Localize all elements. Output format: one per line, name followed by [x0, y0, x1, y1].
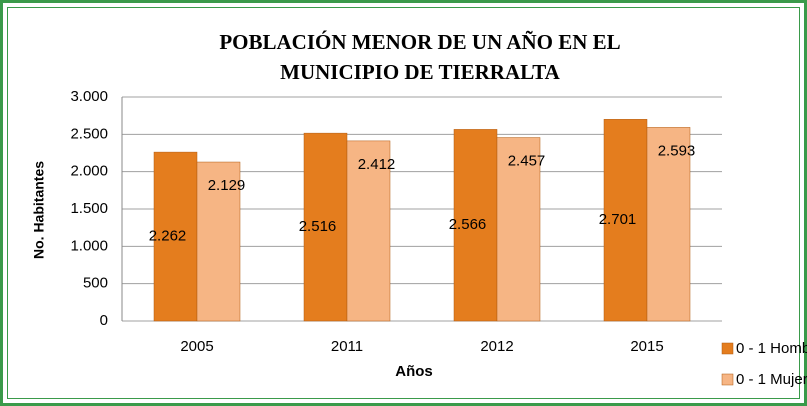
value-label: 2.701 — [599, 211, 637, 228]
x-axis-label: Años — [395, 363, 433, 380]
inner-frame — [7, 7, 800, 399]
bar — [453, 129, 498, 322]
y-tick-label: 2.000 — [70, 163, 108, 180]
y-tick-label: 500 — [83, 275, 108, 292]
x-tick-label: 2005 — [180, 338, 213, 355]
value-label: 2.129 — [208, 177, 246, 194]
chart-title: POBLACIÓN MENOR DE UN AÑO EN EL — [219, 30, 620, 54]
value-label: 2.457 — [508, 153, 546, 170]
bar — [346, 140, 391, 322]
y-tick-label: 1.000 — [70, 237, 108, 254]
value-label: 2.593 — [658, 142, 696, 159]
value-label: 2.566 — [449, 216, 487, 233]
bar — [646, 127, 691, 322]
chart-title: MUNICIPIO DE TIERRALTA — [280, 60, 560, 84]
x-tick-label: 2011 — [331, 338, 363, 355]
bar — [196, 161, 241, 322]
x-tick-label: 2015 — [630, 338, 663, 355]
bar — [603, 119, 648, 322]
legend-label: 0 - 1 Mujer — [736, 371, 807, 388]
y-axis-label: No. Habitantes — [31, 161, 47, 259]
x-tick-label: 2012 — [480, 338, 513, 355]
y-tick-label: 3.000 — [70, 88, 108, 105]
legend-swatch — [721, 342, 734, 355]
y-tick-label: 0 — [100, 312, 108, 329]
y-tick-label: 2.500 — [70, 125, 108, 142]
legend-label: 0 - 1 Hombre — [736, 340, 807, 357]
y-tick-label: 1.500 — [70, 200, 108, 217]
value-label: 2.516 — [299, 218, 337, 235]
bar — [496, 137, 541, 322]
bar — [153, 151, 198, 322]
value-label: 2.262 — [149, 228, 187, 245]
value-label: 2.412 — [358, 156, 396, 173]
legend-swatch — [721, 373, 734, 386]
